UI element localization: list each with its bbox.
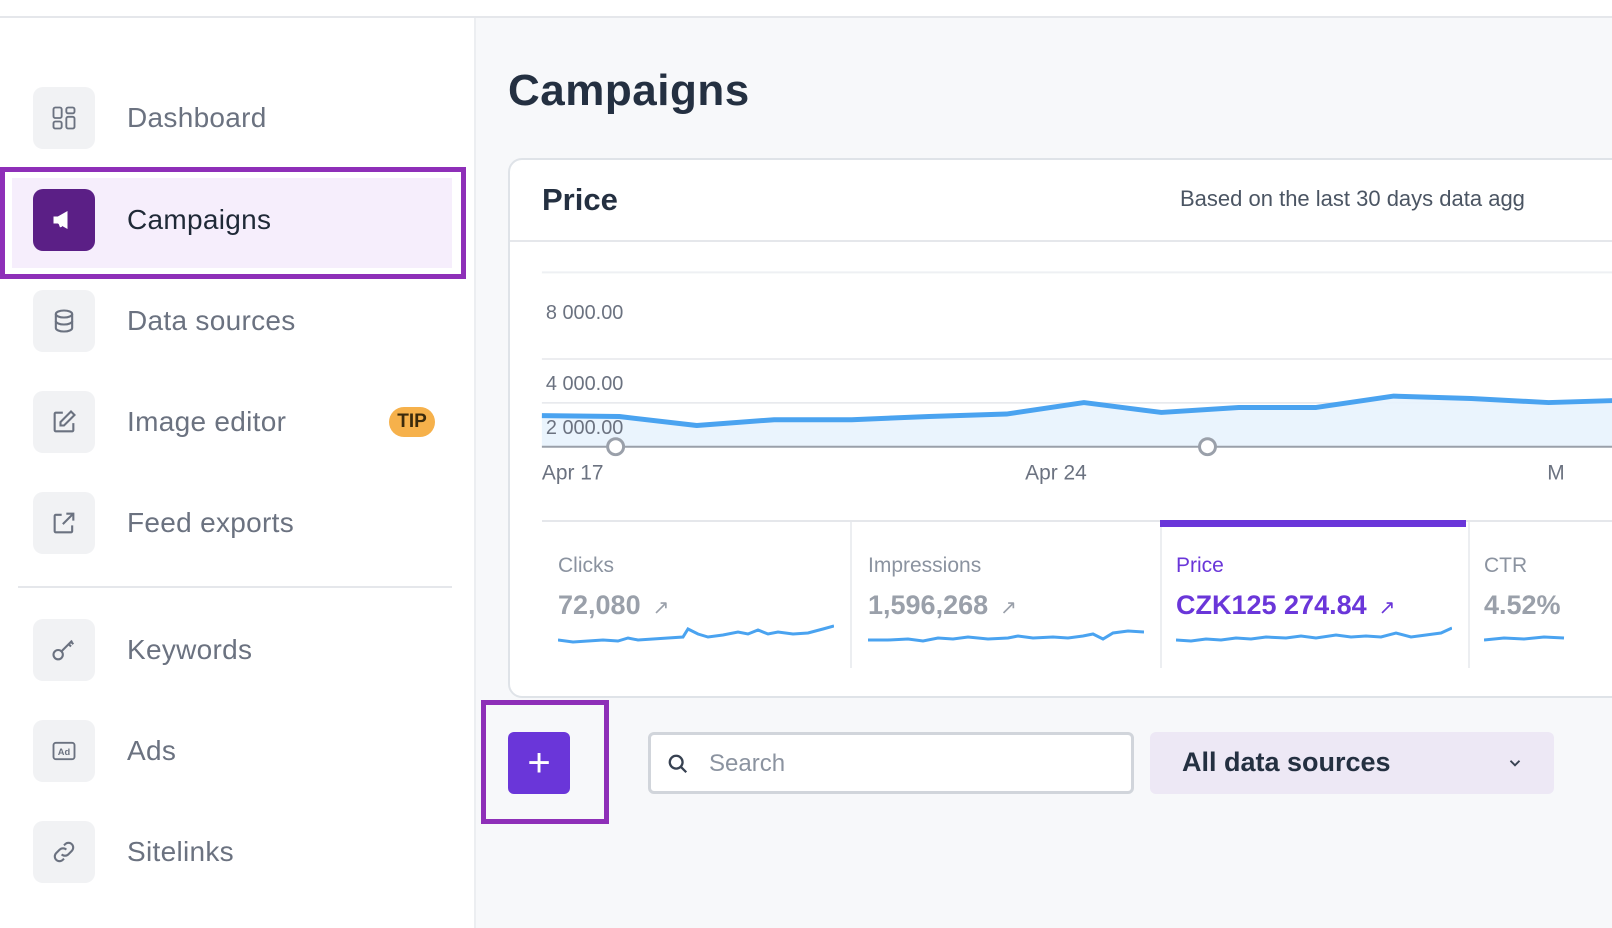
- metric-label: Price: [1176, 554, 1224, 577]
- sidebar-item-label: Image editor: [127, 406, 287, 437]
- top-bar: [0, 0, 1612, 18]
- metric-label: CTR: [1484, 554, 1528, 577]
- tip-badge: TIP: [389, 407, 435, 437]
- card-title: Price: [542, 182, 618, 217]
- page-title: Campaigns: [508, 66, 750, 115]
- sidebar-item-label: Dashboard: [127, 102, 267, 133]
- search-input[interactable]: [707, 745, 1111, 783]
- y-tick-label: 8 000.00: [546, 302, 624, 324]
- add-campaign-button[interactable]: +: [508, 732, 570, 794]
- link-icon: [33, 821, 95, 883]
- sidebar-item-data-sources[interactable]: Data sources: [0, 271, 474, 371]
- sidebar-item-label: Campaigns: [127, 204, 272, 235]
- sidebar-item-label: Feed exports: [127, 507, 295, 538]
- highlight-box-campaigns: [0, 167, 466, 279]
- share-export-icon: [33, 492, 95, 554]
- x-tick-label: Apr 24: [1025, 462, 1087, 485]
- sparkline: [558, 624, 834, 644]
- sidebar-item-ads[interactable]: Ad Ads: [0, 701, 474, 801]
- sidebar-item-dashboard[interactable]: Dashboard: [0, 68, 474, 168]
- metrics-row: Clicks 72,080 ↗ Impressions 1,596,268 ↗ Pr…: [542, 520, 1612, 672]
- sidebar-item-label: Ads: [127, 735, 177, 766]
- data-source-select[interactable]: All data sources: [1150, 732, 1554, 794]
- search-field[interactable]: [648, 732, 1134, 794]
- price-chart: 8 000.00 4 000.00 2 000.00 Apr 17 Apr 24…: [541, 271, 1612, 485]
- y-tick-label: 2 000.00: [546, 417, 624, 439]
- search-icon: [668, 754, 688, 774]
- card-header: Price Based on the last 30 days data agg: [510, 160, 1612, 242]
- range-handle[interactable]: [1198, 437, 1217, 457]
- data-source-select-label: All data sources: [1182, 747, 1391, 777]
- metric-label: Impressions: [868, 554, 982, 577]
- trend-arrow-icon: ↗: [1378, 597, 1396, 619]
- metric-value: 1,596,268 ↗: [868, 590, 1017, 620]
- metric-separator: [1160, 522, 1162, 668]
- dashboard-icon: [33, 87, 95, 149]
- key-icon: [33, 619, 95, 681]
- y-tick-label: 4 000.00: [546, 373, 624, 395]
- sidebar-item-sitelinks[interactable]: Sitelinks: [0, 802, 474, 902]
- sparkline: [1176, 626, 1452, 643]
- metric-price[interactable]: Price CZK125 274.84 ↗: [1160, 520, 1466, 668]
- chevron-down-icon: [1509, 760, 1521, 767]
- sidebar-item-label: Keywords: [127, 634, 253, 665]
- metric-value: 4.52%: [1484, 590, 1561, 620]
- edit-image-icon: [33, 391, 95, 453]
- series-area: [541, 396, 1612, 447]
- metric-label: Clicks: [558, 554, 614, 577]
- card-note: Based on the last 30 days data agg: [1180, 186, 1525, 211]
- metric-separator: [1468, 522, 1470, 668]
- metric-impressions[interactable]: Impressions 1,596,268 ↗: [852, 522, 1158, 668]
- metric-value: CZK125 274.84 ↗: [1176, 590, 1396, 620]
- metric-value: 72,080 ↗: [558, 590, 670, 620]
- megaphone-icon: [33, 189, 95, 251]
- trend-arrow-icon: ↗: [652, 597, 670, 619]
- series-line: [541, 393, 1612, 428]
- sidebar-item-label: Data sources: [127, 305, 296, 336]
- range-handle[interactable]: [606, 437, 626, 457]
- sidebar-item-image-editor[interactable]: Image editor TIP: [0, 372, 474, 472]
- metric-ctr[interactable]: CTR 4.52%: [1468, 522, 1612, 668]
- database-icon: [33, 290, 95, 352]
- sidebar-item-campaigns[interactable]: Campaigns: [0, 170, 474, 270]
- sparkline: [868, 629, 1144, 643]
- x-tick-label: M: [1547, 462, 1564, 485]
- sidebar-item-feed-exports[interactable]: Feed exports: [0, 473, 474, 573]
- svg-text:Ad: Ad: [58, 747, 71, 757]
- active-metric-indicator: [1160, 520, 1466, 527]
- trend-arrow-icon: ↗: [1000, 597, 1017, 619]
- metric-separator: [850, 522, 852, 668]
- sidebar-item-label: Sitelinks: [127, 836, 234, 867]
- x-tick-label: Apr 17: [542, 462, 604, 485]
- sidebar-item-keywords[interactable]: Keywords: [0, 600, 474, 700]
- metric-clicks[interactable]: Clicks 72,080 ↗: [542, 522, 848, 668]
- highlight-box-add: [481, 700, 609, 824]
- ad-icon: Ad: [33, 720, 95, 782]
- sidebar-divider: [18, 586, 452, 588]
- sparkline: [1484, 635, 1565, 642]
- price-card: Price Based on the last 30 days data agg…: [508, 158, 1612, 698]
